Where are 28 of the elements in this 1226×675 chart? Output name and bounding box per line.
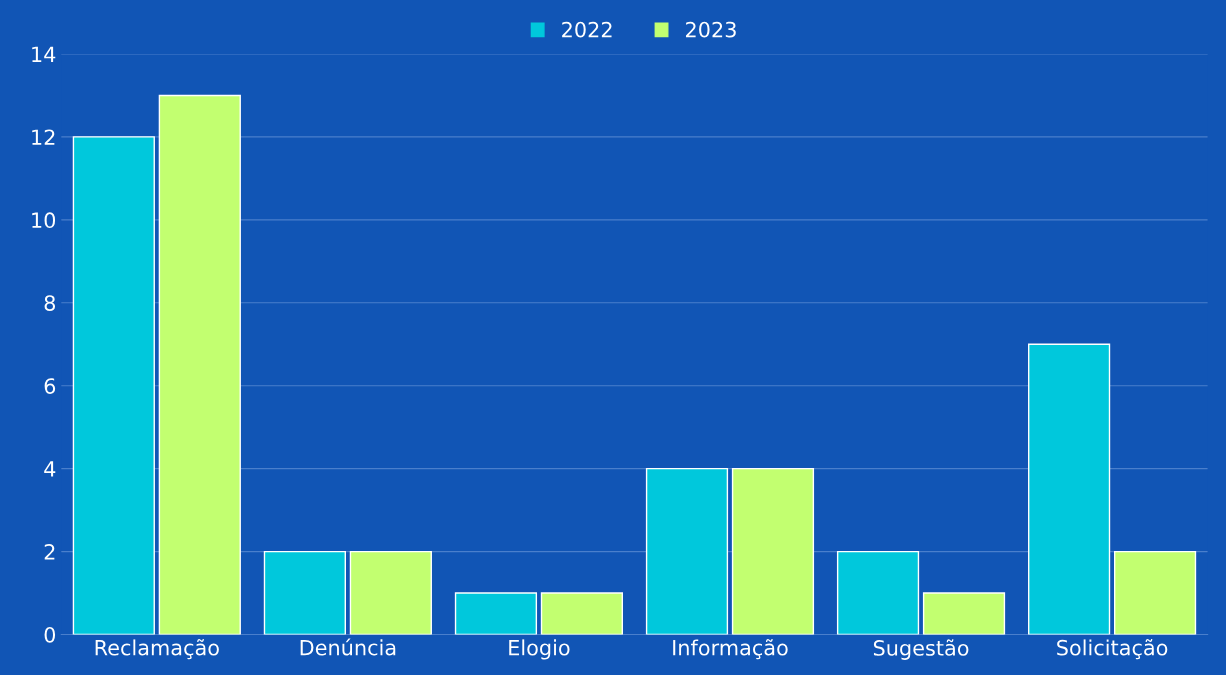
- bar: [836, 550, 920, 635]
- bar: [158, 94, 241, 635]
- bar: [645, 467, 729, 635]
- x-tick-label: Elogio: [509, 639, 570, 660]
- x-tick-label: Informação: [673, 639, 788, 660]
- bar: [922, 592, 1006, 635]
- x-tick-label: Reclamação: [95, 639, 219, 660]
- bar: [540, 592, 624, 635]
- y-tick-label: 6: [44, 378, 56, 394]
- y-tick-label: 4: [44, 461, 56, 477]
- bar: [349, 550, 432, 635]
- y-tick-label: 14: [32, 46, 56, 62]
- y-tick-label: 10: [32, 212, 56, 229]
- x-tick-label: Denúncia: [300, 638, 396, 656]
- bar: [1027, 343, 1111, 635]
- y-tick-label: 12: [32, 129, 55, 145]
- y-tick-label: 2: [44, 544, 55, 560]
- bar: [72, 136, 155, 635]
- y-tick-label: 0: [44, 626, 56, 643]
- bar: [263, 550, 346, 635]
- y-tick-label: 8: [44, 295, 56, 311]
- x-tick-label: Sugestão: [873, 639, 969, 660]
- x-tick-label: Solicitação: [1057, 639, 1168, 660]
- bar: [1113, 550, 1197, 635]
- legend-label: 2023: [685, 21, 736, 38]
- bar: [731, 467, 815, 635]
- bar: [454, 592, 538, 635]
- legend-label: 2022: [562, 21, 612, 38]
